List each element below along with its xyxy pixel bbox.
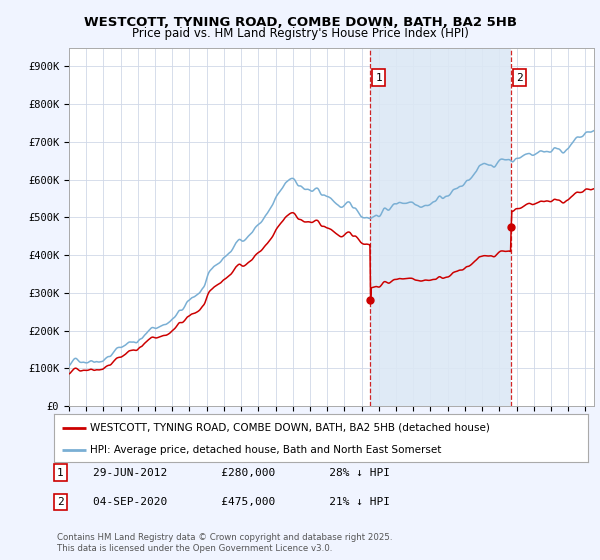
Text: HPI: Average price, detached house, Bath and North East Somerset: HPI: Average price, detached house, Bath… xyxy=(91,445,442,455)
Text: 04-SEP-2020        £475,000        21% ↓ HPI: 04-SEP-2020 £475,000 21% ↓ HPI xyxy=(93,497,390,507)
Text: 2: 2 xyxy=(57,497,64,507)
Text: 1: 1 xyxy=(57,468,64,478)
Text: Contains HM Land Registry data © Crown copyright and database right 2025.
This d: Contains HM Land Registry data © Crown c… xyxy=(57,533,392,553)
Bar xyxy=(370,48,511,406)
Text: 1: 1 xyxy=(376,73,382,83)
Text: 29-JUN-2012        £280,000        28% ↓ HPI: 29-JUN-2012 £280,000 28% ↓ HPI xyxy=(93,468,390,478)
Text: 2: 2 xyxy=(516,73,523,83)
Text: WESTCOTT, TYNING ROAD, COMBE DOWN, BATH, BA2 5HB: WESTCOTT, TYNING ROAD, COMBE DOWN, BATH,… xyxy=(83,16,517,29)
Text: WESTCOTT, TYNING ROAD, COMBE DOWN, BATH, BA2 5HB (detached house): WESTCOTT, TYNING ROAD, COMBE DOWN, BATH,… xyxy=(91,423,490,433)
Text: Price paid vs. HM Land Registry's House Price Index (HPI): Price paid vs. HM Land Registry's House … xyxy=(131,27,469,40)
